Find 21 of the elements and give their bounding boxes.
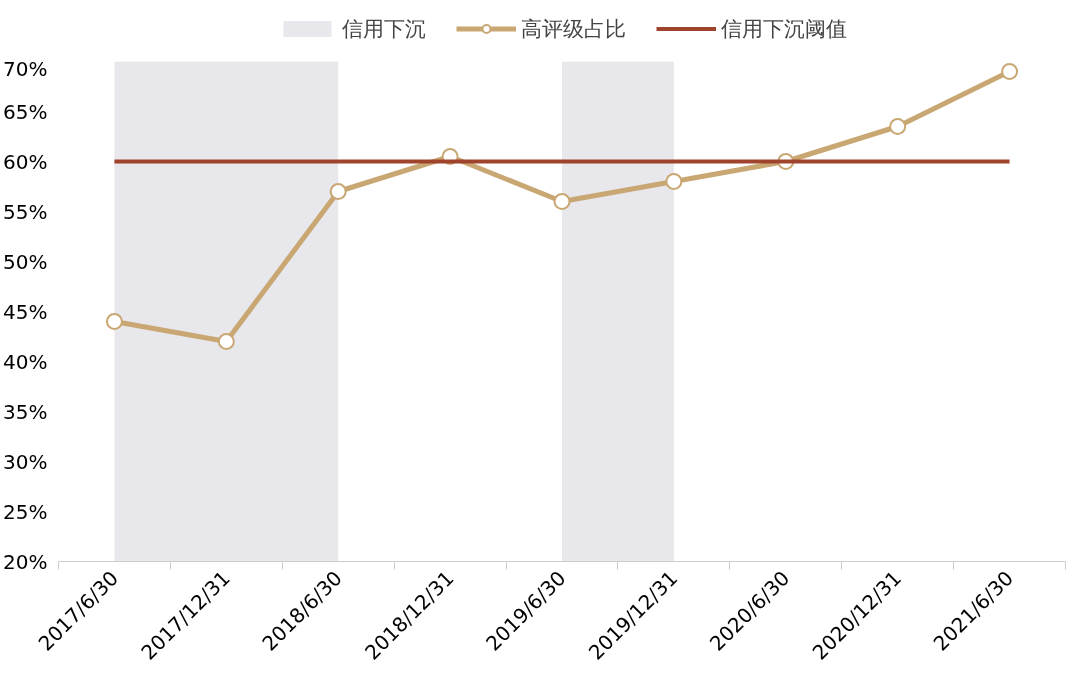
legend-label: 信用下沉阈值 <box>720 14 847 43</box>
point <box>217 333 235 350</box>
point <box>889 118 907 135</box>
y-tick-label: 70% <box>3 56 48 81</box>
point <box>665 173 683 190</box>
y-tick-label: 25% <box>3 499 48 524</box>
point <box>105 313 123 330</box>
legend-label: 信用下沉 <box>341 14 426 43</box>
y-tick-label: 45% <box>3 299 48 324</box>
y-tick-label: 20% <box>3 549 48 574</box>
point <box>553 193 571 210</box>
y-tick-label: 55% <box>3 199 48 224</box>
legend-label: 高评级占比 <box>520 14 626 43</box>
y-tick-label: 30% <box>3 449 48 474</box>
point <box>1001 63 1019 80</box>
y-tick-label: 40% <box>3 349 48 374</box>
point <box>329 183 347 200</box>
y-tick-label: 60% <box>3 149 48 174</box>
y-tick-label: 50% <box>3 249 48 274</box>
y-tick-label: 35% <box>3 399 48 424</box>
y-tick-label: 65% <box>3 99 48 124</box>
